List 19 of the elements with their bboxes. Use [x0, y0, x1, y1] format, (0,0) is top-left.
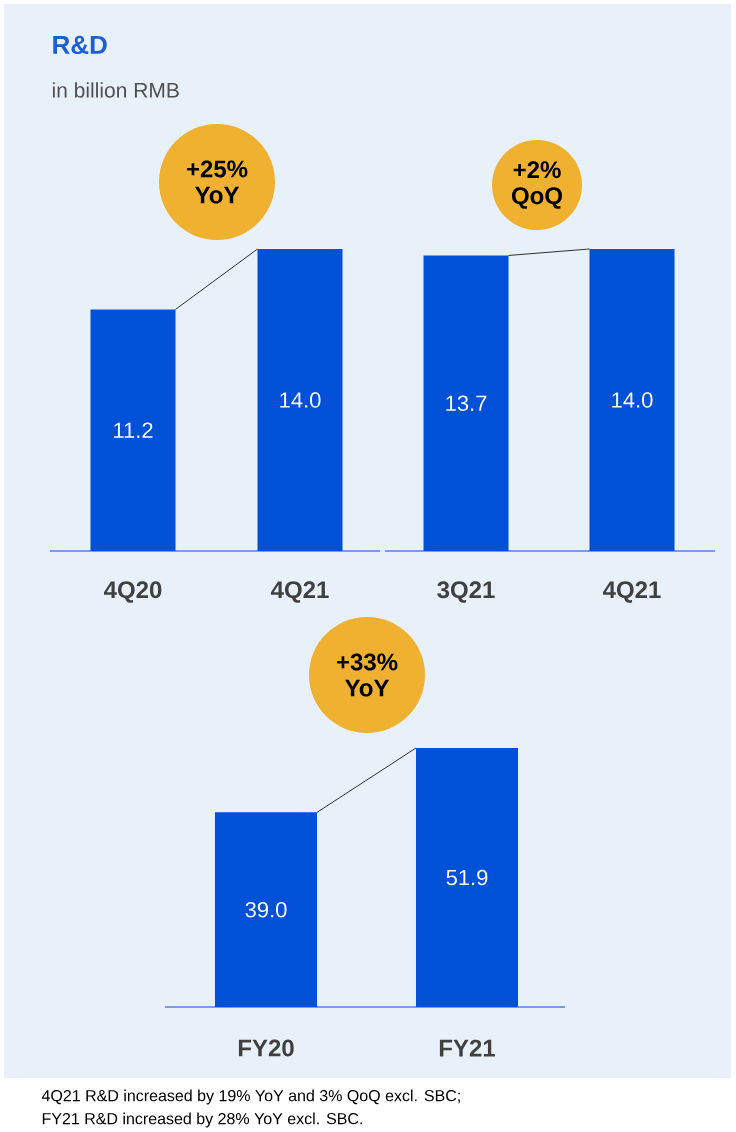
text: +2% QoQ	[512, 161, 562, 209]
data-label: 13.7	[446, 395, 487, 412]
data-label: 51.9	[446, 869, 488, 886]
text: FY21 R&D increased by 28% YoY excl. SBC.	[42, 1112, 362, 1128]
x-tick-label: FY21	[439, 1039, 496, 1057]
data-label: 14.0	[612, 392, 653, 408]
text: 4Q21 R&D increased by 19% YoY and 3% QoQ excl. SBC;	[41, 1089, 460, 1105]
text: +25% YoY	[186, 160, 248, 204]
x-tick-label: FY20	[238, 1039, 294, 1057]
x-tick-label: 4Q21	[603, 581, 661, 603]
x-tick-label: 3Q21	[437, 581, 495, 603]
x-tick-label: 4Q20	[104, 581, 162, 603]
text: +33% YoY	[336, 653, 398, 697]
chart-subtitle: in billion RMB	[52, 82, 179, 98]
x-tick-label: 4Q21	[271, 581, 329, 603]
data-label: 39.0	[245, 901, 287, 918]
data-label: 11.2	[114, 422, 153, 438]
chart-title: R&D	[53, 35, 107, 55]
data-label: 14.0	[280, 392, 321, 408]
